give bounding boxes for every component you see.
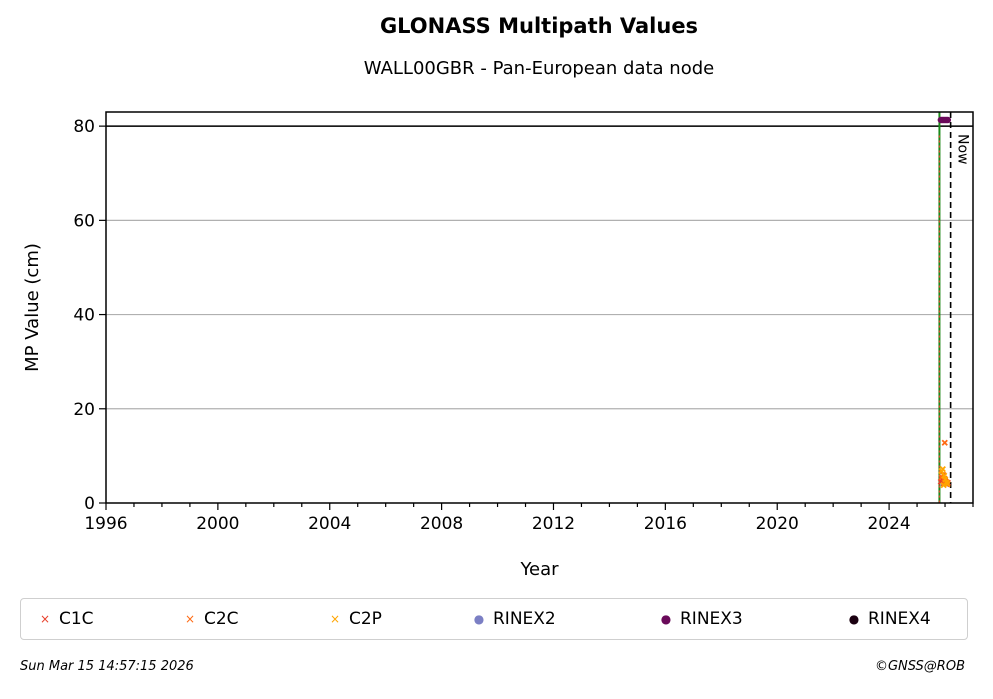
x-tick-label: 2004 <box>308 514 351 534</box>
point-c2p-stroke <box>942 476 949 483</box>
legend: × C1C × C2C × C2P ● RINEX2 ● RINEX3 ● RI… <box>20 598 968 640</box>
point-c2c <box>941 439 948 446</box>
point-c2p-stroke <box>940 481 947 489</box>
x-tick-label: 2012 <box>532 514 575 534</box>
y-tick-label: 60 <box>73 211 95 231</box>
legend-item-rinex3: ● RINEX3 <box>658 607 743 631</box>
point-c2p <box>939 465 946 473</box>
chart-svg: Now 1996 2000 2004 2008 2012 2016 2020 2024 0 20 40… <box>22 111 974 580</box>
x-axis-label: Year <box>519 559 559 580</box>
legend-marker-c2p: × <box>329 612 341 626</box>
legend-item-c2c: × C2C <box>182 607 239 631</box>
point-c2c-stroke <box>941 439 948 446</box>
y-axis-label: MP Value (cm) <box>22 243 43 372</box>
legend-label-rinex2: RINEX2 <box>493 609 556 629</box>
chart-subtitle: WALL00GBR - Pan-European data node <box>363 58 715 79</box>
y-tick-label: 0 <box>84 494 95 514</box>
legend-item-c2p: × C2P <box>327 607 382 631</box>
y-tick-label: 40 <box>73 306 95 326</box>
legend-label-c2p: C2P <box>349 609 382 629</box>
legend-marker-rinex2: ● <box>473 612 485 626</box>
point-c2p <box>940 481 947 489</box>
legend-item-rinex4: ● RINEX4 <box>846 607 931 631</box>
x-tick-label: 2008 <box>420 514 463 534</box>
chart-title: GLONASS Multipath Values <box>379 14 699 38</box>
legend-label-c1c: C1C <box>59 609 94 629</box>
legend-marker-c1c: × <box>39 612 51 626</box>
plot-frame <box>105 111 974 504</box>
x-tick-label: 2024 <box>867 514 910 534</box>
point-c2p-stroke <box>944 481 951 488</box>
legend-label-rinex3: RINEX3 <box>680 609 743 629</box>
point-c2p-stroke <box>939 465 946 473</box>
x-tick-label: 2000 <box>196 514 239 534</box>
y-tick-label: 80 <box>73 117 95 137</box>
x-tick-label: 2020 <box>756 514 799 534</box>
footer-credit: ©GNSS@ROB <box>874 659 965 674</box>
legend-label-rinex4: RINEX4 <box>868 609 931 629</box>
legend-marker-c2c: × <box>184 612 196 626</box>
y-tick-label: 20 <box>73 400 95 420</box>
legend-marker-rinex3: ● <box>660 612 672 626</box>
footer-timestamp: Sun Mar 15 14:57:15 2026 <box>20 659 194 674</box>
x-tick-label: 2016 <box>644 514 687 534</box>
point-rinex3 <box>944 116 952 124</box>
legend-item-c1c: × C1C <box>37 607 94 631</box>
now-label: Now <box>955 134 971 165</box>
legend-item-rinex2: ● RINEX2 <box>471 607 556 631</box>
legend-label-c2c: C2C <box>204 609 239 629</box>
x-tick-label: 1996 <box>84 514 127 534</box>
legend-marker-rinex4: ● <box>848 612 860 626</box>
